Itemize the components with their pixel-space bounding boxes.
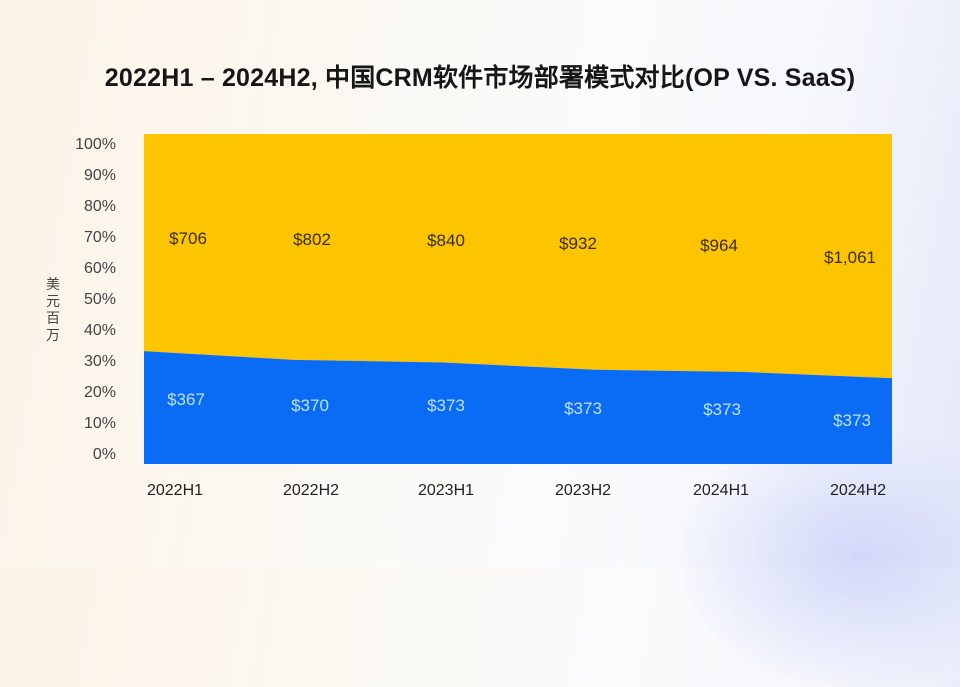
y-tick-label: 60% <box>83 260 116 277</box>
y-tick-label: 40% <box>83 322 116 339</box>
y-tick-label: 70% <box>83 229 116 246</box>
background-decoration <box>680 427 960 687</box>
saas-value-label: $964 <box>700 236 738 255</box>
y-tick-label: 10% <box>83 415 116 432</box>
x-tick-label: 2022H1 <box>146 482 204 499</box>
y-tick-label: 30% <box>83 353 116 370</box>
y-unit-char: 元 <box>46 293 60 309</box>
op-area <box>144 351 892 464</box>
y-tick-label: 50% <box>83 291 116 308</box>
saas-area <box>144 134 892 379</box>
saas-value-label: $706 <box>169 229 207 248</box>
saas-value-label: $932 <box>559 234 597 253</box>
y-unit-char: 美 <box>46 276 60 292</box>
y-unit-char: 百 <box>46 310 60 326</box>
op-value-label: $367 <box>167 390 205 409</box>
x-tick-label: 2024H1 <box>692 482 750 499</box>
stacked-area-chart <box>144 134 892 464</box>
x-tick-label: 2023H2 <box>554 482 612 499</box>
op-value-label: $373 <box>703 400 741 419</box>
op-value-label: $370 <box>291 396 329 415</box>
op-value-label: $373 <box>833 411 871 430</box>
x-tick-label: 2023H1 <box>417 482 475 499</box>
x-tick-label: 2024H2 <box>829 482 887 499</box>
y-tick-label: 20% <box>83 384 116 401</box>
y-axis-unit-label: 美元百万 <box>44 276 62 344</box>
chart-title: 2022H1 – 2024H2, 中国CRM软件市场部署模式对比(OP VS. … <box>104 64 856 92</box>
y-unit-char: 万 <box>46 327 60 343</box>
x-tick-label: 2022H2 <box>282 482 340 499</box>
plot-area <box>144 134 892 464</box>
saas-value-label: $1,061 <box>824 248 876 267</box>
op-value-label: $373 <box>564 399 602 418</box>
saas-value-label: $840 <box>427 231 465 250</box>
op-value-label: $373 <box>427 396 465 415</box>
saas-value-label: $802 <box>293 230 331 249</box>
y-tick-label: 100% <box>75 136 116 153</box>
y-tick-label: 90% <box>83 167 116 184</box>
y-tick-label: 0% <box>92 446 116 463</box>
y-tick-label: 80% <box>83 198 116 215</box>
